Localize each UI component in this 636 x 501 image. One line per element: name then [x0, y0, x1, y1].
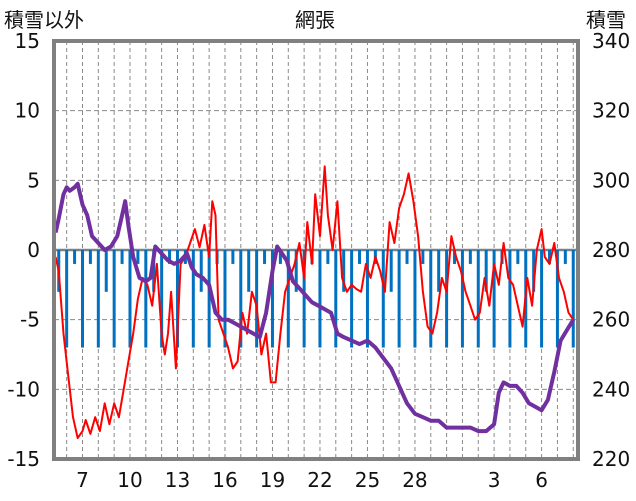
precip-bar [239, 250, 243, 348]
precip-bar [270, 250, 274, 348]
left-axis-title: 積雪以外 [4, 8, 84, 32]
right-tick-label: 340 [592, 29, 630, 53]
precip-bar [540, 250, 544, 348]
precip-bar [286, 250, 290, 348]
precip-bar [381, 250, 385, 348]
data-lines [53, 165, 576, 440]
precip-bar [191, 250, 195, 348]
precip-bar [168, 250, 172, 264]
precip-bar [405, 250, 409, 264]
x-tick-label: 7 [76, 468, 89, 492]
precip-bar [247, 250, 251, 292]
precip-bar [334, 250, 338, 348]
precip-bar [358, 250, 362, 264]
precip-bar [389, 250, 393, 292]
precip-bar [350, 250, 354, 348]
precip-bar [112, 250, 116, 348]
left-tick-label: -10 [7, 377, 40, 401]
precip-bars [57, 250, 575, 348]
precip-bar [460, 250, 464, 348]
precip-bar [128, 250, 132, 348]
precip-bar [80, 250, 84, 348]
left-tick-label: 15 [15, 29, 40, 53]
plot-frame [52, 39, 580, 461]
x-tick-label: 28 [402, 468, 427, 492]
precip-bar [468, 250, 472, 264]
precip-bar [199, 250, 203, 292]
x-tick-label: 10 [117, 468, 142, 492]
x-tick-label: 6 [535, 468, 548, 492]
precip-bar [175, 250, 179, 348]
precip-bar [508, 250, 512, 348]
precip-bar [421, 250, 425, 264]
chart-title: 網張 [295, 8, 335, 32]
precip-bar [136, 250, 140, 264]
precip-bar [563, 250, 567, 264]
precip-bar [88, 250, 92, 264]
plot-border [52, 39, 580, 461]
precip-bar [263, 250, 267, 264]
precip-bar [445, 250, 449, 348]
right-tick-label: 220 [592, 447, 630, 471]
precip-bar [571, 250, 575, 348]
x-tick-label: 16 [212, 468, 237, 492]
left-tick-label: 10 [15, 99, 40, 123]
precip-bar [73, 250, 77, 264]
precip-bar [152, 250, 156, 292]
precip-bar [223, 250, 227, 348]
x-tick-label: 22 [307, 468, 332, 492]
left-tick-label: -15 [7, 447, 40, 471]
x-tick-label: 19 [260, 468, 285, 492]
precip-bar [413, 250, 417, 348]
tick-labels: 15 10 5 0 -5 -10 -15 340 320 300 280 260 240 220 7 10 13… [7, 29, 630, 492]
left-tick-label: 0 [27, 238, 40, 262]
precip-bar [397, 250, 401, 348]
right-tick-label: 260 [592, 308, 630, 332]
precip-bar [96, 250, 100, 348]
x-tick-label: 13 [165, 468, 190, 492]
precip-bar [278, 250, 282, 264]
precip-bar [318, 250, 322, 348]
precip-bar [302, 250, 306, 348]
x-tick-label: 25 [355, 468, 380, 492]
right-tick-label: 240 [592, 377, 630, 401]
precip-bar [342, 250, 346, 292]
right-tick-label: 300 [592, 168, 630, 192]
precip-bar [294, 250, 298, 292]
precip-bar [429, 250, 433, 348]
x-tick-label: 3 [488, 468, 501, 492]
precip-bar [144, 250, 148, 348]
precip-bar [207, 250, 211, 348]
left-tick-label: -5 [20, 308, 40, 332]
right-axis-title: 積雪 [586, 8, 626, 32]
precip-bar [516, 250, 520, 264]
precip-bar [548, 250, 552, 264]
precip-bar [555, 250, 559, 348]
left-tick-label: 5 [27, 168, 40, 192]
precip-bar [492, 250, 496, 348]
precip-bar [120, 250, 124, 264]
right-tick-label: 320 [592, 99, 630, 123]
precip-bar [365, 250, 369, 348]
precip-bar [453, 250, 457, 264]
grid-lines [54, 41, 578, 459]
precip-bar [326, 250, 330, 264]
right-tick-label: 280 [592, 238, 630, 262]
precip-bar [104, 250, 108, 292]
precip-bar [484, 250, 488, 292]
precip-bar [437, 250, 441, 292]
precip-bar [65, 250, 69, 348]
precip-bar [255, 250, 259, 348]
precip-bar [476, 250, 480, 348]
precip-bar [160, 250, 164, 348]
precip-bar [231, 250, 235, 264]
snow-depth-line [53, 181, 576, 434]
precip-bar [532, 250, 536, 292]
